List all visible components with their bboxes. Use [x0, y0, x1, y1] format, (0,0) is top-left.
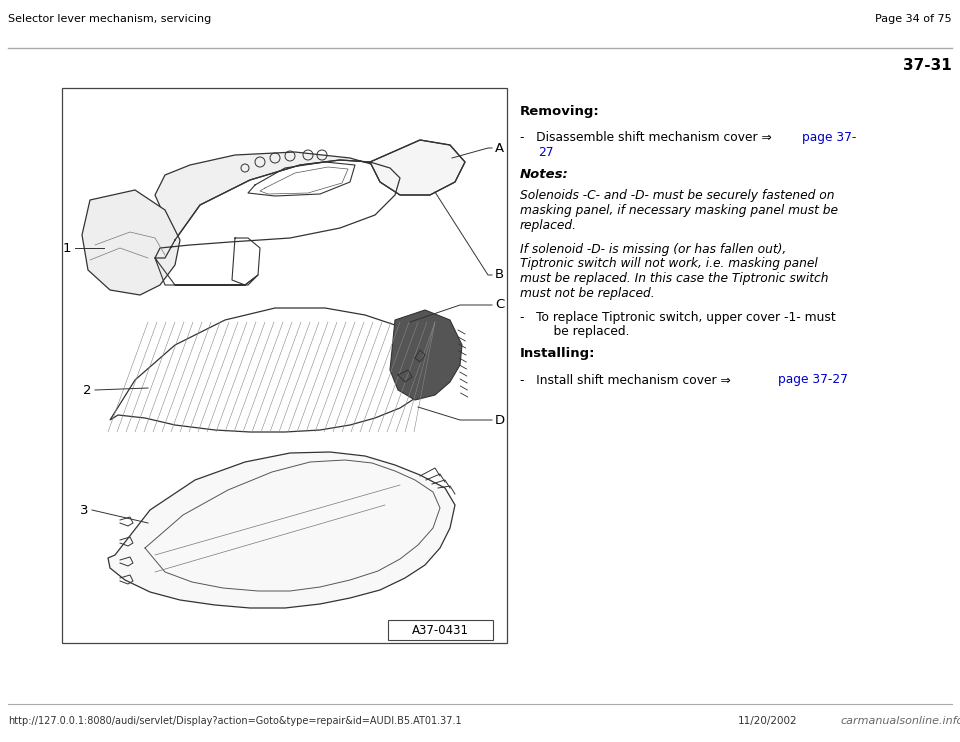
Text: If solenoid -D- is missing (or has fallen out),: If solenoid -D- is missing (or has falle… [520, 243, 786, 256]
Text: C: C [495, 298, 504, 312]
Text: D: D [495, 413, 505, 427]
Text: 1: 1 [62, 241, 71, 255]
Text: 37-31: 37-31 [903, 58, 952, 73]
Text: 11/20/2002: 11/20/2002 [738, 716, 798, 726]
Text: Installing:: Installing: [520, 347, 595, 361]
Polygon shape [370, 140, 465, 195]
Text: page 37-27: page 37-27 [778, 373, 848, 387]
Text: A37-0431: A37-0431 [412, 623, 469, 637]
Bar [62, 88, 507, 643]
Polygon shape [110, 308, 435, 432]
Text: -   Disassemble shift mechanism cover ⇒: - Disassemble shift mechanism cover ⇒ [520, 131, 776, 144]
Polygon shape [82, 190, 180, 295]
Text: be replaced.: be replaced. [538, 326, 630, 338]
Text: Removing:: Removing: [520, 105, 600, 118]
Text: 27: 27 [538, 145, 554, 159]
Text: must be replaced. In this case the Tiptronic switch: must be replaced. In this case the Tiptr… [520, 272, 828, 285]
Text: Page 34 of 75: Page 34 of 75 [876, 14, 952, 24]
Polygon shape [155, 152, 400, 240]
Text: -   To replace Tiptronic switch, upper cover -1- must: - To replace Tiptronic switch, upper cov… [520, 311, 836, 324]
Text: page 37-: page 37- [802, 131, 856, 144]
Text: masking panel, if necessary masking panel must be: masking panel, if necessary masking pane… [520, 204, 838, 217]
Text: http://127.0.0.1:8080/audi/servlet/Display?action=Goto&type=repair&id=AUDI.B5.AT: http://127.0.0.1:8080/audi/servlet/Displ… [8, 716, 462, 726]
Text: Solenoids -C- and -D- must be securely fastened on: Solenoids -C- and -D- must be securely f… [520, 189, 834, 203]
Text: Notes:: Notes: [520, 168, 568, 180]
Text: Selector lever mechanism, servicing: Selector lever mechanism, servicing [8, 14, 211, 24]
Text: 2: 2 [83, 384, 91, 396]
Text: 3: 3 [80, 504, 88, 516]
Text: carmanualsonline.info: carmanualsonline.info [840, 716, 960, 726]
Text: B: B [495, 269, 504, 281]
Bar [388, 620, 493, 640]
Text: Tiptronic switch will not work, i.e. masking panel: Tiptronic switch will not work, i.e. mas… [520, 257, 818, 271]
Polygon shape [108, 452, 455, 608]
Polygon shape [390, 310, 462, 400]
Text: replaced.: replaced. [520, 218, 577, 232]
Text: A: A [495, 142, 504, 154]
Text: -   Install shift mechanism cover ⇒: - Install shift mechanism cover ⇒ [520, 373, 734, 387]
Text: must not be replaced.: must not be replaced. [520, 286, 655, 300]
